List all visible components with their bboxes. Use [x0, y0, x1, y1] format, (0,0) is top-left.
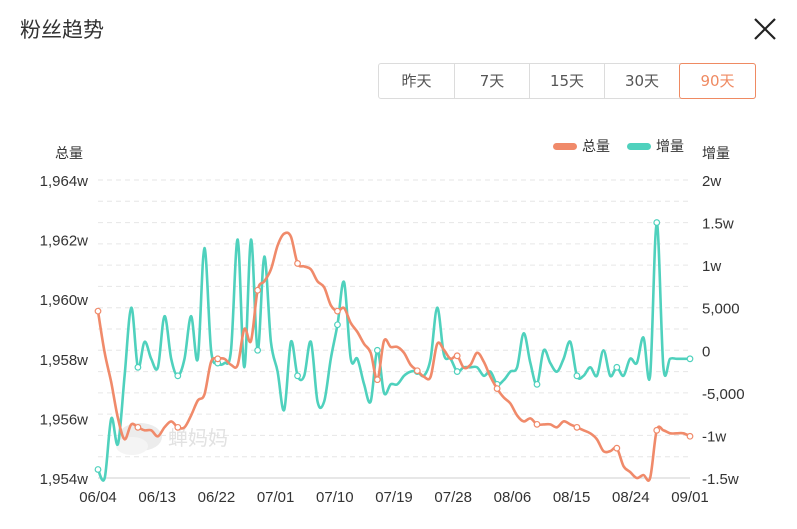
series-total-point	[334, 307, 341, 315]
x-tick-label: 08/15	[553, 489, 591, 506]
series-total-point	[134, 423, 142, 431]
series-increment-point	[653, 219, 661, 226]
x-tick-label: 08/24	[612, 489, 650, 506]
legend-total-label: 总量	[582, 139, 610, 155]
right-tick-label: -1.5w	[702, 471, 739, 488]
series-total-point	[613, 444, 621, 452]
left-tick-label: 1,960w	[40, 292, 89, 309]
right-tick-label: 1w	[702, 258, 721, 275]
series-total	[94, 231, 694, 482]
range-tab-15d[interactable]: 15天	[529, 64, 604, 98]
series-increment-line	[96, 221, 690, 482]
right-axis: 2w 1.5w 1w 5,000 0 -5,000 -1w -1.5w	[702, 173, 745, 488]
date-range-selector: 昨天 7天 15天 30天 90天	[378, 63, 756, 99]
series-total-point	[653, 426, 661, 434]
series-increment-point	[686, 355, 694, 363]
dialog-title: 粉丝趋势	[20, 18, 104, 42]
legend-increment-label: 增量	[656, 139, 684, 155]
left-axis: 1,964w 1,962w 1,960w 1,958w 1,956w 1,954w	[40, 173, 89, 488]
series-increment-point	[174, 372, 182, 380]
series-increment-point	[134, 363, 142, 371]
series-total-point	[94, 307, 102, 315]
right-axis-title: 增量	[702, 146, 730, 162]
range-tab-30d[interactable]: 30天	[604, 64, 679, 98]
series-increment-point	[94, 466, 102, 473]
legend: 总量 增量	[553, 139, 684, 155]
series-total-point	[254, 286, 262, 294]
series-increment	[94, 219, 694, 482]
right-tick-label: 1.5w	[702, 216, 734, 233]
legend-total-swatch	[553, 143, 577, 150]
right-tick-label: -1w	[702, 428, 726, 445]
watermark: 蝉妈妈	[116, 423, 228, 455]
series-increment-point	[373, 346, 381, 354]
legend-increment-swatch	[627, 143, 651, 150]
series-increment-point	[453, 368, 461, 375]
series-increment-point	[613, 363, 621, 371]
series-total-point	[533, 420, 541, 428]
left-tick-label: 1,956w	[40, 411, 89, 428]
series-total-point	[453, 352, 461, 360]
range-tab-yesterday[interactable]: 昨天	[401, 72, 432, 90]
series-total-point	[493, 385, 501, 393]
right-tick-label: 5,000	[702, 301, 740, 318]
x-tick-label: 07/19	[375, 489, 413, 506]
range-tab-7d[interactable]: 7天	[454, 64, 529, 98]
x-tick-label: 09/01	[671, 489, 709, 506]
series-total-point	[214, 355, 222, 363]
right-tick-label: 2w	[702, 173, 721, 190]
series-total-point	[573, 423, 581, 431]
left-axis-title: 总量	[55, 146, 83, 162]
right-tick-label: -5,000	[702, 386, 745, 403]
series-increment-point	[294, 372, 301, 380]
x-tick-label: 07/10	[316, 489, 354, 506]
series-increment-point	[533, 380, 541, 388]
series-increment-point	[254, 346, 262, 354]
series-increment-point	[573, 372, 581, 380]
series-total-point	[413, 367, 421, 375]
left-tick-label: 1,958w	[40, 352, 89, 369]
x-tick-label: 06/04	[79, 489, 117, 506]
close-icon[interactable]	[752, 16, 778, 42]
left-tick-label: 1,964w	[40, 173, 89, 190]
left-tick-label: 1,962w	[40, 233, 89, 250]
right-tick-label: 0	[702, 343, 710, 360]
x-axis: 06/04 06/13 06/22 07/01 07/10 07/19 07/28 08/06…	[79, 477, 709, 506]
series-total-point	[686, 432, 694, 440]
series-total-point	[174, 423, 182, 431]
series-total-line	[96, 231, 691, 482]
x-tick-label: 06/13	[138, 489, 176, 506]
series-increment-point	[334, 321, 341, 329]
x-tick-label: 06/22	[198, 489, 236, 506]
left-tick-label: 1,954w	[40, 471, 89, 488]
series-total-point	[294, 260, 301, 267]
x-tick-label: 08/06	[494, 489, 532, 506]
series-total-point	[373, 376, 381, 384]
x-tick-label: 07/01	[257, 489, 295, 506]
range-tab-90d[interactable]: 90天	[679, 63, 756, 99]
x-tick-label: 07/28	[434, 489, 472, 506]
